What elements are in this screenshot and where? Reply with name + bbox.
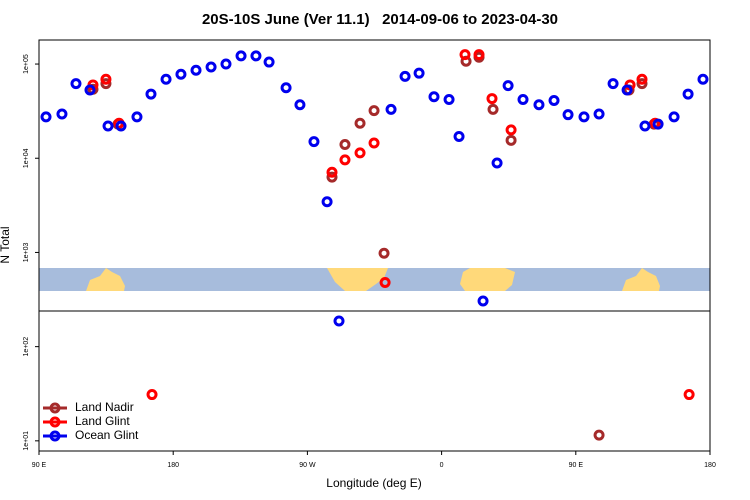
point: [459, 49, 471, 61]
point: [379, 276, 391, 288]
point: [385, 103, 397, 115]
point: [102, 120, 114, 132]
point: [593, 429, 605, 441]
point: [368, 105, 380, 117]
point: [326, 166, 338, 178]
y-tick-label: 1e+05: [23, 54, 30, 74]
point: [473, 49, 485, 61]
point: [621, 84, 633, 96]
plot-frame: [38, 39, 711, 452]
point: [100, 78, 112, 90]
legend-label: Land Glint: [75, 414, 130, 428]
x-tick-label: 90 W: [299, 462, 316, 469]
y-tick-label: 1e+03: [23, 243, 30, 263]
point: [697, 73, 709, 85]
point: [205, 61, 217, 73]
point: [321, 196, 333, 208]
y-tick-label: 1e+01: [23, 431, 30, 451]
legend-marker: [49, 430, 61, 442]
point: [517, 94, 529, 106]
point: [131, 111, 143, 123]
point: [477, 295, 489, 307]
point: [354, 117, 366, 129]
point: [548, 95, 560, 107]
point: [453, 131, 465, 143]
point: [40, 111, 52, 123]
point: [326, 171, 338, 183]
x-tick-label: 90 E: [32, 462, 47, 469]
legend-marker: [49, 416, 61, 428]
point: [368, 137, 380, 149]
point: [115, 120, 127, 132]
point: [145, 88, 157, 100]
point: [333, 315, 345, 327]
point: [220, 58, 232, 70]
point: [70, 78, 82, 90]
point: [428, 91, 440, 103]
point: [578, 111, 590, 123]
map-strip: [39, 268, 710, 291]
x-tick-label: 0: [440, 462, 444, 469]
y-tick-label: 1e+02: [23, 337, 30, 357]
point: [668, 111, 680, 123]
y-axis-label: N Total: [0, 226, 12, 263]
point: [487, 103, 499, 115]
x-tick-label: 180: [704, 462, 716, 469]
land-shape: [86, 268, 125, 291]
point: [235, 50, 247, 62]
point: [683, 389, 695, 401]
point: [491, 157, 503, 169]
point: [399, 70, 411, 82]
point: [250, 50, 262, 62]
y-tick-label: 1e+04: [23, 148, 30, 168]
point: [146, 389, 158, 401]
land-shape: [327, 268, 388, 291]
legend-label: Ocean Glint: [75, 428, 139, 442]
point: [413, 67, 425, 79]
point: [593, 108, 605, 120]
point: [160, 73, 172, 85]
x-axis-label: Longitude (deg E): [326, 476, 421, 490]
legend-marker: [49, 402, 61, 414]
point: [502, 80, 514, 92]
point: [682, 88, 694, 100]
point: [190, 64, 202, 76]
point: [56, 108, 68, 120]
point: [280, 82, 292, 94]
point: [486, 93, 498, 105]
chart-title: 20S-10S June (Ver 11.1) 2014-09-06 to 20…: [202, 11, 558, 28]
point: [378, 247, 390, 259]
point: [263, 56, 275, 68]
point: [639, 120, 651, 132]
point: [339, 138, 351, 150]
point: [562, 109, 574, 121]
point: [294, 99, 306, 111]
legend-label: Land Nadir: [75, 400, 134, 414]
point: [533, 99, 545, 111]
point: [636, 78, 648, 90]
point: [505, 124, 517, 136]
point: [100, 73, 112, 85]
x-tick-label: 90 E: [569, 462, 584, 469]
point: [308, 136, 320, 148]
land-shape: [622, 268, 660, 291]
point: [443, 94, 455, 106]
point: [505, 134, 517, 146]
point: [175, 68, 187, 80]
point: [84, 84, 96, 96]
point: [354, 147, 366, 159]
point: [339, 154, 351, 166]
point: [652, 118, 664, 130]
land-shape: [460, 268, 515, 291]
x-tick-label: 180: [167, 462, 179, 469]
point: [636, 73, 648, 85]
point: [607, 78, 619, 90]
